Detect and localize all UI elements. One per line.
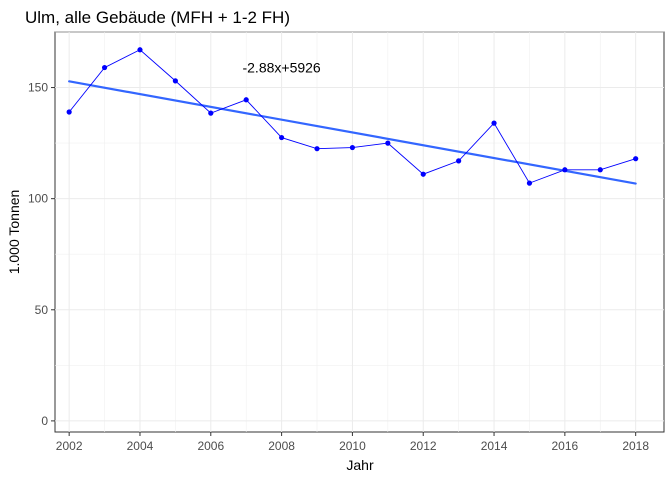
data-point	[314, 146, 320, 152]
x-tick-label: 2006	[197, 439, 224, 453]
data-point	[633, 156, 639, 162]
data-point	[101, 64, 108, 71]
data-point	[385, 140, 391, 146]
data-point	[66, 109, 72, 115]
x-tick-label: 2002	[56, 439, 83, 453]
grid-lines	[55, 31, 664, 432]
data-series	[66, 47, 639, 186]
data-point	[243, 97, 249, 103]
chart-title: Ulm, alle Gebäude (MFH + 1-2 FH)	[25, 8, 290, 27]
y-axis: 0 50 100 150	[28, 81, 55, 428]
data-point	[456, 158, 462, 164]
data-point	[137, 47, 143, 53]
x-tick-label: 2016	[552, 439, 579, 453]
plot-panel	[54, 31, 665, 433]
y-tick-label: 0	[41, 414, 48, 428]
data-point	[208, 110, 214, 116]
x-axis: 2002 2004 2006 2008 2010 2012 2014 2016 2018	[56, 432, 649, 453]
regression-line	[68, 80, 637, 185]
data-point	[279, 134, 285, 141]
data-point	[349, 144, 356, 151]
data-point	[491, 120, 497, 126]
trend-line	[68, 80, 637, 185]
y-tick-label: 100	[28, 192, 48, 206]
trend-equation: -2.88x+5926	[242, 60, 320, 76]
data-point	[420, 171, 426, 177]
y-tick-label: 150	[28, 81, 48, 95]
data-point	[562, 167, 568, 173]
data-point	[597, 167, 603, 173]
x-tick-label: 2004	[127, 439, 154, 453]
y-axis-title: 1.000 Tonnen	[6, 190, 22, 275]
data-point	[526, 180, 533, 186]
y-tick-label: 50	[35, 303, 49, 317]
x-axis-title: Jahr	[346, 457, 374, 473]
data-point	[172, 78, 178, 84]
x-tick-label: 2008	[268, 439, 295, 453]
x-tick-label: 2014	[481, 439, 508, 453]
x-tick-label: 2018	[622, 439, 649, 453]
x-tick-label: 2010	[339, 439, 366, 453]
x-tick-label: 2012	[410, 439, 437, 453]
